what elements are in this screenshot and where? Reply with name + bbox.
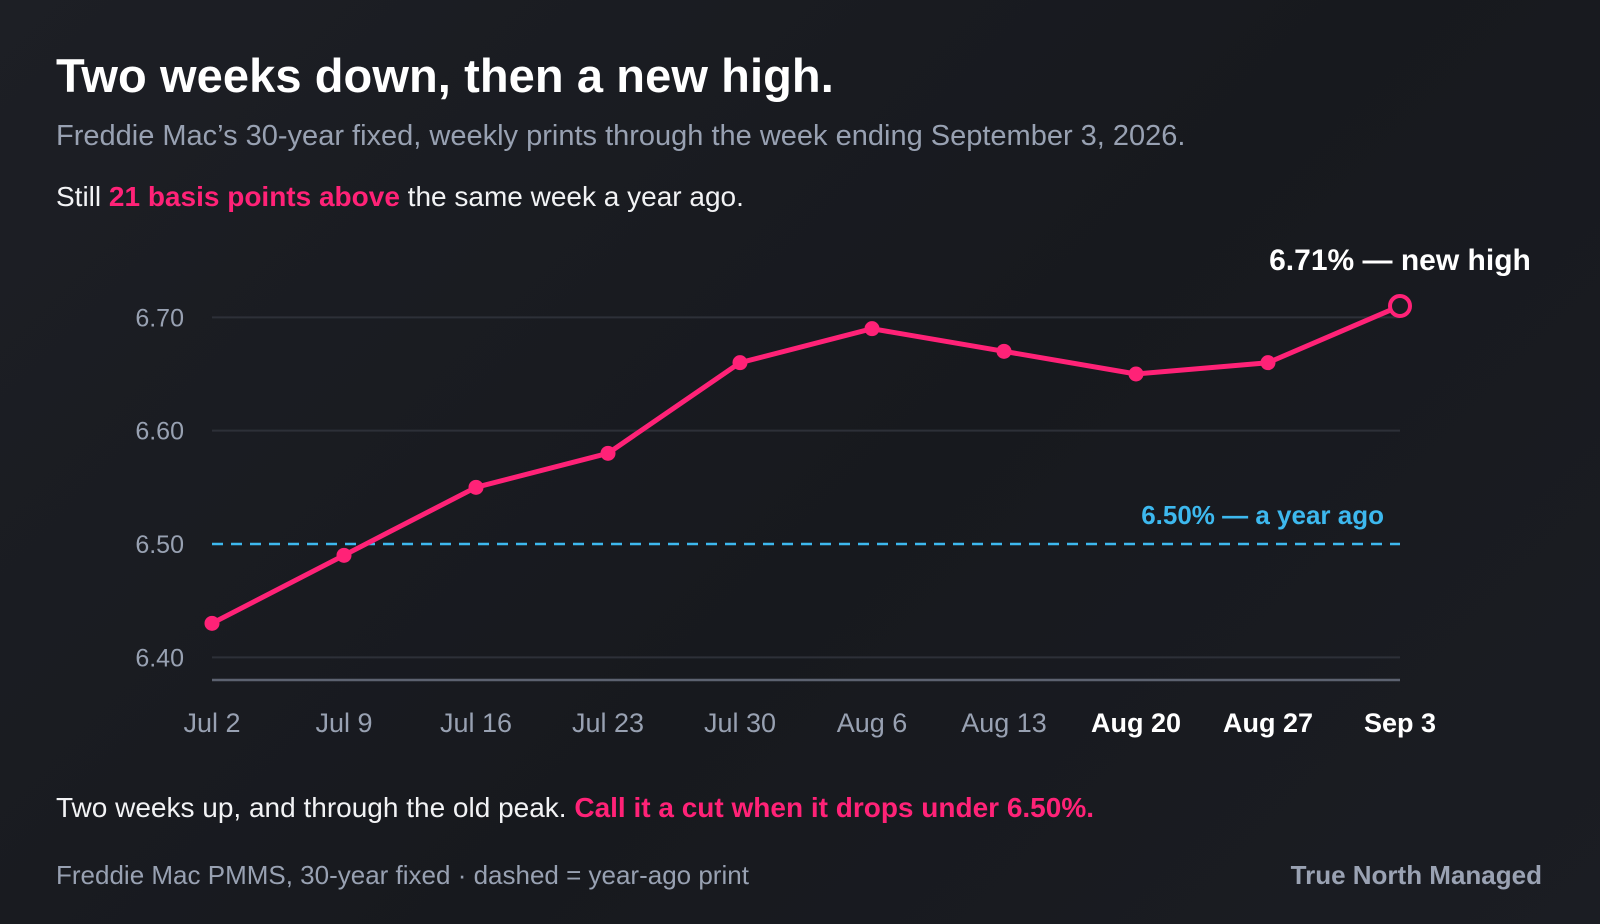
end-annotation: 6.71% — new high	[1269, 244, 1531, 277]
lede-highlight: 21 basis points above	[108, 181, 400, 212]
lede-suffix: the same week a year ago.	[399, 181, 744, 212]
grid-layer	[212, 316, 1400, 682]
x-tick-label: Jul 16	[440, 708, 512, 738]
data-point	[1128, 366, 1144, 382]
x-tick-label: Jul 23	[572, 708, 644, 738]
data-point	[204, 615, 220, 631]
x-tick-label: Jul 2	[183, 708, 240, 738]
x-axis-ticks: Jul 2 Jul 9 Jul 16 Jul 23 Jul 30 Aug 6 Aug 13 A…	[183, 708, 1436, 738]
data-point	[336, 547, 352, 563]
y-tick-label: 6.50	[135, 531, 184, 559]
y-tick-label: 6.60	[135, 418, 184, 446]
takeaway-highlight: Call it a cut when it drops under 6.50%.	[574, 792, 1094, 823]
x-tick-label: Sep 3	[1364, 708, 1436, 738]
reference-line-label: 6.50% — a year ago	[1141, 500, 1384, 530]
chart-subtitle: Freddie Mac’s 30-year fixed, weekly prin…	[56, 120, 1186, 152]
series-line	[209, 303, 1403, 626]
x-tick-label: Jul 9	[315, 708, 372, 738]
x-tick-label: Aug 20	[1091, 708, 1181, 738]
y-tick-label: 6.70	[135, 304, 184, 332]
data-point	[864, 321, 880, 337]
series-layer: 6.71% — new high	[204, 244, 1531, 631]
x-tick-label: Jul 30	[704, 708, 776, 738]
data-point	[996, 343, 1012, 359]
takeaway-prefix: Two weeks up, and through the old peak.	[56, 792, 575, 823]
takeaway-text: Two weeks up, and through the old peak. …	[56, 792, 1094, 824]
x-tick-label: Aug 13	[961, 708, 1047, 738]
x-tick-label: Aug 6	[837, 708, 908, 738]
brand-label: True North Managed	[1290, 860, 1542, 890]
data-point-latest	[1388, 294, 1412, 318]
reference-layer: 6.50% — a year ago	[212, 500, 1400, 546]
data-point	[600, 445, 616, 461]
source-note: Freddie Mac PMMS, 30-year fixed · dashed…	[56, 860, 749, 890]
data-point	[1260, 355, 1276, 371]
lede-prefix: Still	[56, 181, 109, 212]
x-tick-label: Aug 27	[1223, 708, 1313, 738]
lede-text: Still 21 basis points above the same wee…	[56, 181, 744, 213]
data-point	[468, 479, 484, 495]
data-point	[732, 355, 748, 371]
y-tick-label: 6.40	[135, 644, 184, 672]
y-axis-ticks: 6.40 6.50 6.60 6.70	[135, 304, 184, 672]
chart-title: Two weeks down, then a new high.	[56, 49, 834, 102]
